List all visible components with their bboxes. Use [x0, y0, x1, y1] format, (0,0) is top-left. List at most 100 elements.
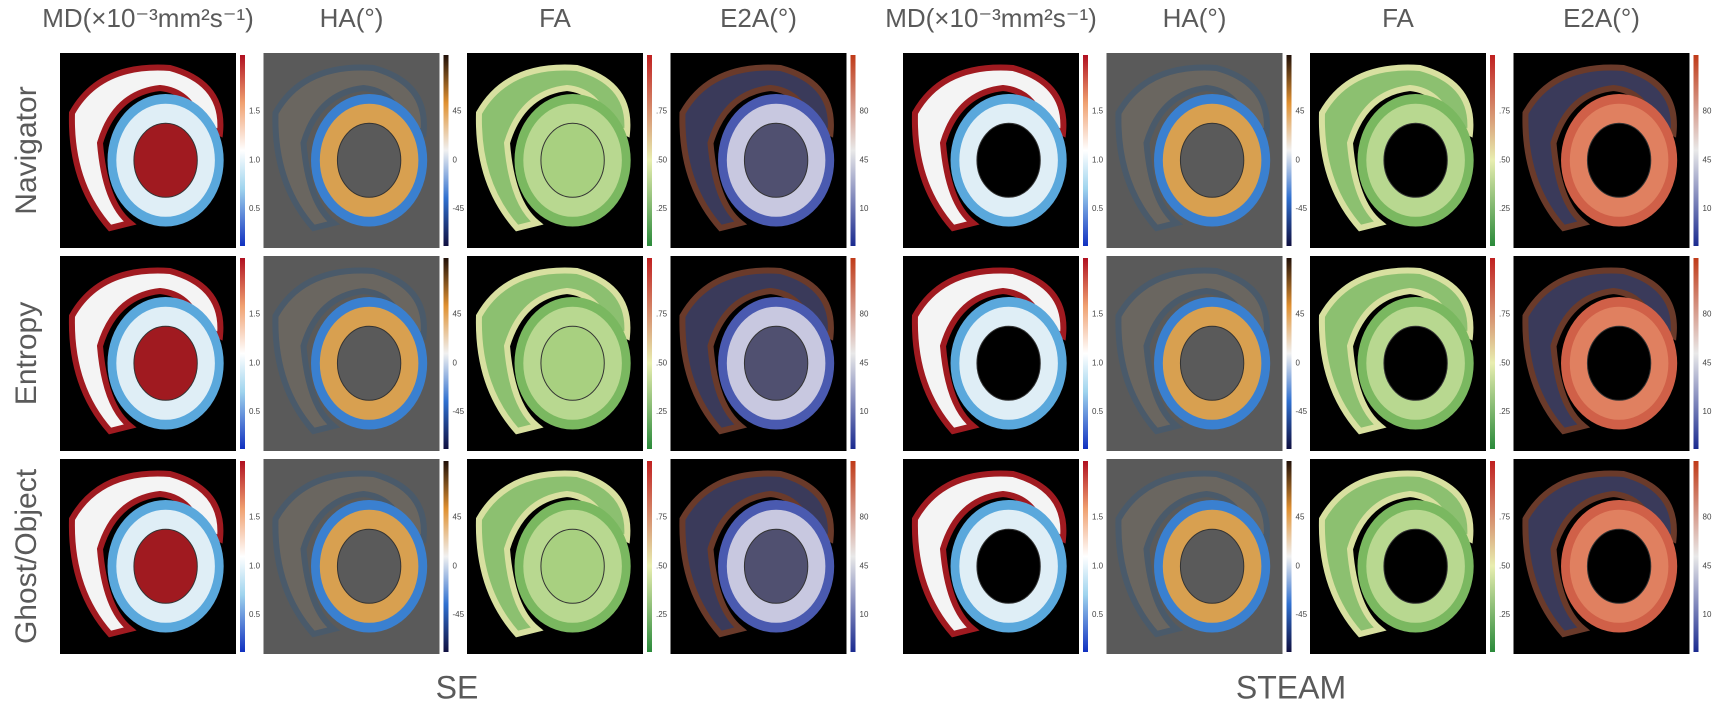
colorbar-tick-label: 45 — [1703, 155, 1712, 164]
colorbar-tick-label: 1.0 — [249, 358, 261, 367]
right-ventricle — [272, 64, 427, 232]
colorbar-tick-label: 1.0 — [1092, 358, 1104, 367]
colorbar-tick-label: .25 — [656, 204, 668, 213]
colorbar — [443, 461, 449, 652]
right-ventricle — [1318, 470, 1474, 638]
right-ventricle — [679, 470, 834, 638]
blood-pool — [540, 528, 605, 604]
colorbar — [443, 55, 449, 246]
map-panel: 1.5 1.0 0.5 — [903, 256, 1104, 451]
column-header: MD(×10⁻³mm²s⁻¹) — [885, 3, 1097, 33]
colorbar-tick-label: 80 — [860, 513, 869, 522]
colorbar-tick-label: .75 — [656, 513, 668, 522]
colorbar-tick-label: -45 — [1296, 407, 1308, 416]
blood-pool — [1586, 528, 1652, 604]
map-panel: 1.5 1.0 0.5 — [60, 256, 261, 451]
right-ventricle — [1522, 267, 1677, 435]
right-ventricle — [1318, 267, 1474, 435]
blood-pool — [1179, 325, 1245, 401]
right-ventricle — [272, 470, 427, 638]
colorbar-tick-label: .50 — [656, 155, 668, 164]
right-ventricle — [679, 64, 834, 232]
colorbar — [850, 461, 856, 652]
map-panel: 45 0 -45 — [263, 256, 465, 451]
map-panel: 1.5 1.0 0.5 — [903, 53, 1104, 248]
colorbar-tick-label: .50 — [656, 561, 668, 570]
colorbar-tick-label: .25 — [1499, 407, 1511, 416]
colorbar-tick-label: 10 — [1703, 610, 1712, 619]
map-panel: 1.5 1.0 0.5 — [60, 459, 261, 654]
colorbar-tick-label: .50 — [656, 358, 668, 367]
colorbar — [1083, 461, 1088, 652]
colorbar-tick-label: 45 — [453, 310, 462, 319]
right-ventricle — [475, 470, 631, 638]
colorbar-tick-label: 45 — [860, 561, 869, 570]
colorbar-tick-label: 0.5 — [249, 407, 261, 416]
colorbar-tick-label: .75 — [1499, 107, 1511, 116]
colorbar-tick-label: 45 — [1296, 310, 1305, 319]
map-panel: 80 45 10 — [670, 256, 869, 451]
colorbar-tick-label: .25 — [1499, 610, 1511, 619]
map-panel: 80 45 10 — [1513, 256, 1712, 451]
right-ventricle — [679, 267, 834, 435]
colorbar-tick-label: 80 — [860, 107, 869, 116]
map-panel: .75 .50 .25 — [1310, 53, 1511, 248]
blood-pool — [336, 325, 402, 401]
column-header: E2A(°) — [1563, 3, 1640, 33]
right-ventricle — [68, 64, 224, 232]
colorbar — [647, 55, 652, 246]
colorbar-tick-label: 0.5 — [1092, 407, 1104, 416]
blood-pool — [1586, 122, 1652, 198]
colorbar-tick-label: 0 — [1296, 358, 1301, 367]
colorbar — [1490, 55, 1495, 246]
right-ventricle — [1115, 64, 1270, 232]
colorbar-tick-label: 80 — [1703, 513, 1712, 522]
colorbar-tick-label: 0.5 — [249, 610, 261, 619]
colorbar-tick-label: 0 — [453, 561, 458, 570]
colorbar — [1693, 258, 1699, 449]
right-ventricle — [1522, 470, 1677, 638]
blood-pool — [336, 122, 402, 198]
colorbar — [1693, 55, 1699, 246]
right-ventricle — [272, 267, 427, 435]
blood-pool — [133, 122, 198, 198]
colorbar — [1083, 258, 1088, 449]
blood-pool — [133, 325, 198, 401]
map-panel: .75 .50 .25 — [1310, 459, 1511, 654]
blood-pool — [743, 122, 809, 198]
colorbar — [1490, 461, 1495, 652]
right-ventricle — [911, 470, 1067, 638]
colorbar-tick-label: -45 — [1296, 610, 1308, 619]
colorbar-tick-label: 0 — [453, 358, 458, 367]
colorbar-tick-label: 0.5 — [1092, 204, 1104, 213]
map-panel: .75 .50 .25 — [1310, 256, 1511, 451]
colorbar-tick-label: 0.5 — [1092, 610, 1104, 619]
colorbar — [850, 258, 856, 449]
colorbar-tick-label: 45 — [860, 155, 869, 164]
blood-pool — [336, 528, 402, 604]
colorbar-tick-label: .25 — [656, 407, 668, 416]
group-label: SE — [436, 669, 479, 705]
colorbar-tick-label: 1.5 — [1092, 107, 1104, 116]
colorbar — [1490, 258, 1495, 449]
map-panel: 45 0 -45 — [263, 53, 465, 248]
blood-pool — [1586, 325, 1652, 401]
colorbar-tick-label: 0 — [1296, 155, 1301, 164]
colorbar — [240, 258, 245, 449]
blood-pool — [1383, 528, 1448, 604]
right-ventricle — [68, 470, 224, 638]
right-ventricle — [911, 267, 1067, 435]
colorbar — [1286, 461, 1292, 652]
blood-pool — [1383, 325, 1448, 401]
colorbar-tick-label: 1.0 — [1092, 155, 1104, 164]
blood-pool — [976, 528, 1041, 604]
colorbar-tick-label: 1.5 — [1092, 310, 1104, 319]
colorbar-tick-label: 45 — [1703, 358, 1712, 367]
map-panel: 1.5 1.0 0.5 — [903, 459, 1104, 654]
map-panel: .75 .50 .25 — [467, 459, 668, 654]
colorbar-tick-label: 10 — [1703, 407, 1712, 416]
column-header: FA — [539, 3, 571, 33]
colorbar-tick-label: 45 — [453, 107, 462, 116]
colorbar-tick-label: -45 — [453, 407, 465, 416]
